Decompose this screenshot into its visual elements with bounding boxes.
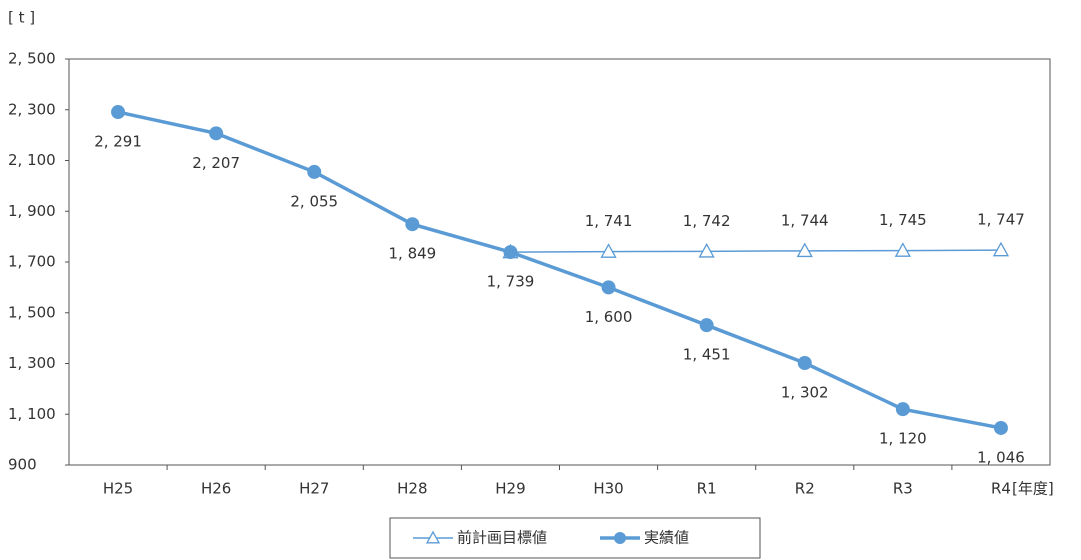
point: [698, 243, 715, 258]
point: [111, 105, 126, 120]
data-label: 2, 291: [94, 133, 142, 151]
y-tick-label: 1, 300: [8, 354, 56, 372]
x-tick-label: R4: [991, 480, 1011, 498]
point: [699, 318, 714, 333]
point: [405, 217, 420, 232]
y-tick-label: 2, 100: [8, 151, 56, 169]
data-label: 1, 120: [879, 430, 927, 448]
point: [796, 242, 813, 258]
data-label: 1, 742: [683, 212, 731, 230]
x-tick-label: H30: [593, 480, 623, 498]
y-tick-label: 1, 100: [8, 405, 56, 423]
legend-marker: [614, 532, 626, 544]
x-tick-label: H26: [201, 480, 231, 498]
x-unit: [年度]: [1012, 480, 1054, 498]
x-tick-label: R2: [795, 480, 815, 498]
y-tick-label: 1, 700: [8, 253, 56, 271]
point: [209, 126, 224, 141]
y-unit: [ t ]: [8, 9, 35, 27]
point: [894, 242, 911, 257]
data-label: 2, 055: [290, 192, 338, 210]
x-tick-label: H29: [495, 480, 525, 498]
data-label: 2, 207: [192, 154, 240, 172]
data-label: 1, 745: [879, 211, 927, 229]
point: [600, 243, 617, 258]
data-label: 1, 741: [585, 212, 633, 230]
point: [601, 280, 616, 295]
y-tick-label: 1, 900: [8, 202, 56, 220]
series-line: [117, 110, 1002, 430]
x-tick-label: R3: [893, 480, 913, 498]
legend-label: 実績値: [644, 529, 689, 547]
point: [797, 355, 812, 370]
data-label: 1, 739: [487, 273, 535, 291]
y-tick-label: 2, 500: [8, 50, 56, 68]
x-tick-label: R1: [697, 480, 717, 498]
y-tick-label: 2, 300: [8, 100, 56, 118]
x-tick-label: H28: [397, 480, 427, 498]
data-label: 1, 744: [781, 211, 829, 229]
legend-label: 前計画目標値: [457, 529, 547, 547]
data-label: 1, 747: [977, 211, 1025, 229]
data-label: 1, 849: [388, 245, 436, 263]
point: [992, 241, 1010, 257]
data-label: 1, 451: [683, 346, 731, 364]
data-label: 1, 302: [781, 383, 829, 401]
y-tick-label: 900: [8, 456, 37, 474]
data-label: 1, 600: [585, 308, 633, 326]
data-label: 1, 046: [977, 448, 1025, 466]
y-tick-label: 1, 500: [8, 303, 56, 321]
legend-marker: [425, 530, 441, 544]
point: [993, 420, 1008, 435]
x-tick-label: H25: [103, 480, 133, 498]
point: [307, 164, 322, 179]
point: [503, 245, 518, 260]
series-line: [510, 249, 1001, 253]
point: [895, 402, 910, 417]
x-tick-label: H27: [299, 480, 329, 498]
